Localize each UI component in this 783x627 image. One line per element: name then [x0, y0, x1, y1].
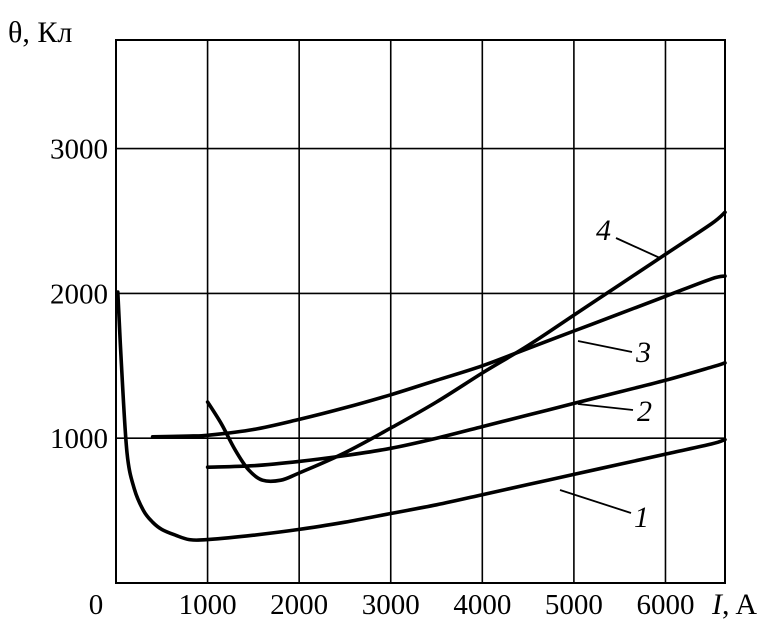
plot-frame: [115, 39, 726, 584]
series-group: [116, 210, 727, 542]
y-axis-label: θ, Кл: [8, 16, 72, 49]
series-label-1: 1: [634, 501, 649, 534]
x-tick-label: 5000: [545, 589, 603, 621]
y-tick-label: 1000: [50, 423, 108, 455]
leader-line-4: [615, 237, 661, 259]
x-tick-label: 4000: [453, 589, 511, 621]
leader-line-1: [559, 489, 632, 514]
y-tick-label: 2000: [50, 278, 108, 310]
x-tick-label: 0: [89, 589, 104, 621]
x-axis-label: I, A: [711, 588, 757, 621]
x-tick-label: 2000: [270, 589, 328, 621]
y-tick-label: 3000: [50, 134, 108, 166]
series-label-2: 2: [637, 395, 652, 428]
series-label-3: 3: [635, 336, 651, 369]
x-tick-labels: 0 1000 2000 3000 4000 5000 6000: [89, 589, 695, 621]
x-axis-label-unit: , A: [722, 588, 757, 621]
series-line-1: [116, 290, 727, 542]
x-tick-label: 6000: [636, 589, 694, 621]
leader-line-2: [577, 403, 634, 411]
series-label-4: 4: [596, 214, 611, 247]
series-line-2: [205, 361, 727, 469]
leader-lines: [559, 237, 661, 514]
x-tick-label: 1000: [179, 589, 237, 621]
leader-line-3: [577, 340, 633, 353]
series-line-3: [150, 274, 727, 439]
x-tick-label: 3000: [362, 589, 420, 621]
series-line-4: [205, 210, 727, 484]
y-tick-labels: 1000 2000 3000: [50, 134, 108, 456]
x-axis-label-symbol: I: [711, 588, 724, 621]
grid: [116, 40, 725, 583]
series-labels: 1 2 3 4: [596, 214, 652, 534]
